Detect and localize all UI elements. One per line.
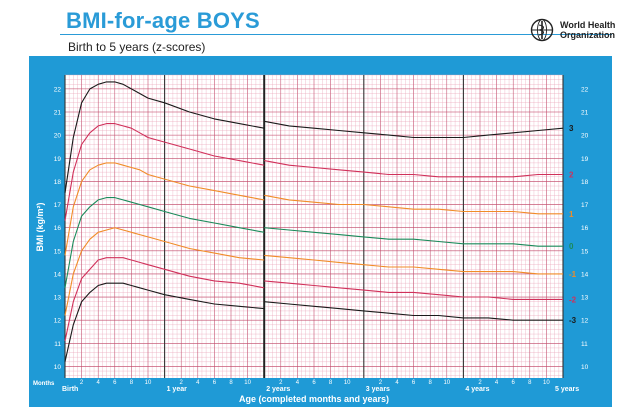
y-tick-label: 12 (54, 318, 62, 325)
y-tick-label: 14 (581, 271, 589, 278)
y-tick-label: 19 (54, 156, 62, 163)
x-tick-label: 4 (196, 380, 200, 386)
series-label-z2: 2 (569, 170, 574, 179)
x-tick-label: 6 (213, 380, 217, 386)
y-tick-label: 14 (54, 271, 62, 278)
y-tick-label: 22 (581, 86, 589, 93)
x-tick-label: 4 (97, 380, 101, 386)
series-line-z3-2to5 (264, 120, 564, 139)
y-tick-label: 11 (581, 341, 588, 348)
series-labels: 3 2 1 0 -1 -2 -3 (569, 124, 577, 325)
y-tick-label: 10 (581, 364, 589, 371)
y-tick-label: 11 (54, 341, 61, 348)
series-label-z3: 3 (569, 124, 574, 133)
series-label-z-1: -1 (569, 270, 577, 279)
y-tick-label: 19 (581, 156, 589, 163)
series-line-z-2-0to2 (64, 257, 265, 342)
x-tick-label: 8 (229, 380, 233, 386)
chart-frame: 10 11 12 13 14 15 16 17 18 19 20 21 22 10 11 12 13 14 15 1… (29, 56, 612, 407)
x-tick-label: 10 (344, 380, 351, 386)
series-label-z1: 1 (569, 210, 574, 219)
x-tick-label: 4 years (465, 386, 489, 393)
x-tick-label: 6 (312, 380, 316, 386)
who-org-line1: World Health (560, 20, 616, 30)
y-tick-label: 22 (54, 86, 62, 93)
series-line-z-1-0to2 (64, 227, 265, 316)
x-tick-label: 8 (429, 380, 433, 386)
y-tick-label: 10 (54, 364, 62, 371)
x-tick-label: 2 (180, 380, 184, 386)
series-label-z-3: -3 (569, 316, 577, 325)
x-tick-label: 8 (528, 380, 532, 386)
x-tick-label: Birth (62, 386, 78, 393)
who-org-name: World Health Organization (560, 20, 615, 40)
series-line-z3-0to2 (64, 81, 265, 194)
x-row-label: Months (33, 381, 55, 387)
y-tick-label: 21 (54, 110, 62, 117)
y-tick-label: 16 (581, 225, 589, 232)
series-line-z2-0to2 (64, 123, 265, 221)
x-tick-label: 10 (543, 380, 550, 386)
series-line-z-1-2to5 (264, 254, 563, 275)
series-label-z0: 0 (569, 242, 574, 251)
x-tick-label: 2 (379, 380, 383, 386)
x-tick-label: 10 (244, 380, 251, 386)
x-tick-label: 2 years (266, 386, 290, 393)
x-tick-label: 6 (412, 380, 416, 386)
x-tick-label: 4 (495, 380, 499, 386)
title-rule (60, 34, 612, 35)
x-tick-label: 2 (478, 380, 482, 386)
y-tick-label: 17 (581, 202, 589, 209)
series-layer (64, 81, 564, 362)
y-ticks-left: 10 11 12 13 14 15 16 17 18 19 20 21 22 (54, 86, 62, 371)
x-tick-label: 3 years (366, 386, 390, 393)
series-line-z0-2to5 (264, 227, 563, 247)
series-line-z0-0to2 (64, 197, 265, 288)
y-tick-label: 13 (54, 295, 62, 302)
x-tick-label: 6 (512, 380, 516, 386)
y-tick-label: 15 (54, 248, 62, 255)
y-tick-label: 16 (54, 225, 62, 232)
x-tick-label: 4 (395, 380, 399, 386)
x-tick-label: 10 (145, 380, 152, 386)
who-logo: World Health Organization (530, 18, 640, 48)
series-line-z2-2to5 (264, 160, 563, 178)
x-tick-label: 2 (80, 380, 84, 386)
y-tick-label: 13 (581, 295, 589, 302)
x-tick-label: 6 (113, 380, 117, 386)
chart-subtitle: Birth to 5 years (z-scores) (68, 40, 206, 54)
series-label-z-2: -2 (569, 295, 577, 304)
series-line-z-2-2to5 (264, 280, 563, 300)
grid-major (64, 75, 564, 378)
y-tick-label: 18 (54, 179, 62, 186)
x-tick-label: 4 (296, 380, 300, 386)
y-tick-label: 18 (581, 179, 589, 186)
series-line-z1-0to2 (64, 162, 265, 256)
y-tick-label: 20 (581, 133, 589, 140)
series-line-z-3-2to5 (264, 301, 563, 321)
chart-title: BMI-for-age BOYS (66, 8, 260, 33)
x-axis-label: Age (completed months and years) (239, 394, 389, 404)
y-tick-label: 20 (54, 133, 62, 140)
x-tick-label: 10 (443, 380, 450, 386)
series-line-z-3-0to2 (64, 282, 265, 362)
y-tick-label: 17 (54, 202, 62, 209)
y-axis-label: BMI (kg/m²) (35, 203, 45, 252)
y-tick-label: 15 (581, 248, 589, 255)
who-emblem-icon (530, 18, 554, 42)
y-tick-label: 12 (581, 318, 589, 325)
x-tick-label: 5 years (555, 386, 579, 393)
x-tick-label: 8 (130, 380, 134, 386)
x-tick-label: 2 (279, 380, 283, 386)
who-org-line2: Organization (560, 30, 616, 40)
y-ticks-right: 10 11 12 13 14 15 16 17 18 19 20 21 22 (581, 86, 589, 371)
x-tick-label: 1 year (167, 386, 188, 393)
x-tick-label: 8 (329, 380, 333, 386)
series-line-z1-2to5 (264, 194, 563, 215)
y-tick-label: 21 (581, 110, 589, 117)
